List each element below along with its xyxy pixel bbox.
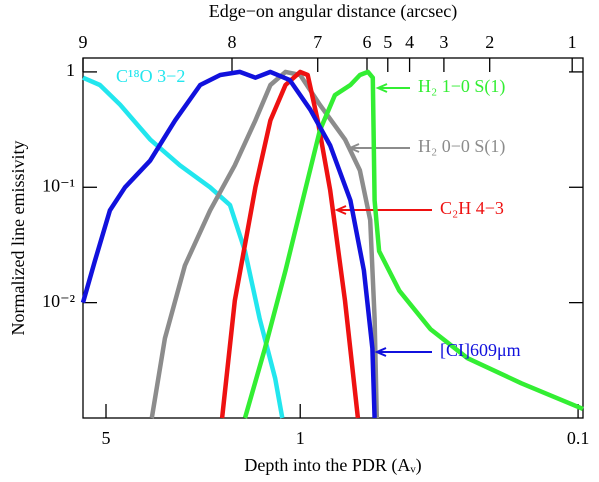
x2-tick-label: 2 — [485, 32, 494, 52]
x2-tick-label: 1 — [568, 32, 577, 52]
top-axis-title: Edge−on angular distance (arcsec) — [209, 1, 458, 22]
series-label: C₂H 4−3 — [440, 198, 504, 218]
series-label: C¹⁸O 3−2 — [116, 66, 185, 86]
x-tick-label: 5 — [102, 428, 111, 448]
x2-tick-label: 5 — [383, 32, 392, 52]
x2-tick-label: 3 — [439, 32, 448, 52]
y-axis-title: Normalized line emissivity — [8, 141, 28, 336]
y-tick-label: 10⁻¹ — [42, 175, 75, 195]
y-tick-label: 1 — [66, 60, 75, 80]
x-tick-label: 0.1 — [567, 428, 590, 448]
series-line — [242, 69, 584, 419]
x2-tick-label: 8 — [227, 32, 236, 52]
series-label: [CI]609μm — [440, 340, 521, 360]
label-arrow — [374, 347, 432, 357]
series-label: H₂ 1−0 S(1) — [418, 76, 505, 97]
x2-tick-label: 7 — [313, 32, 322, 52]
label-arrow — [347, 143, 410, 153]
series-line — [82, 75, 285, 419]
x2-tick-label: 9 — [79, 32, 88, 52]
series-line — [219, 69, 361, 419]
series-label: H₂ 0−0 S(1) — [418, 136, 505, 157]
series-line — [149, 69, 380, 419]
y-tick-label: 10⁻² — [42, 291, 75, 311]
x-axis-title: Depth into the PDR (Aᵥ) — [244, 455, 421, 476]
series-line — [80, 69, 377, 419]
x-tick-label: 1 — [296, 428, 305, 448]
x2-tick-label: 6 — [362, 32, 371, 52]
x2-tick-label: 4 — [405, 32, 414, 52]
plot-frame — [82, 57, 584, 419]
label-arrow — [375, 83, 410, 93]
